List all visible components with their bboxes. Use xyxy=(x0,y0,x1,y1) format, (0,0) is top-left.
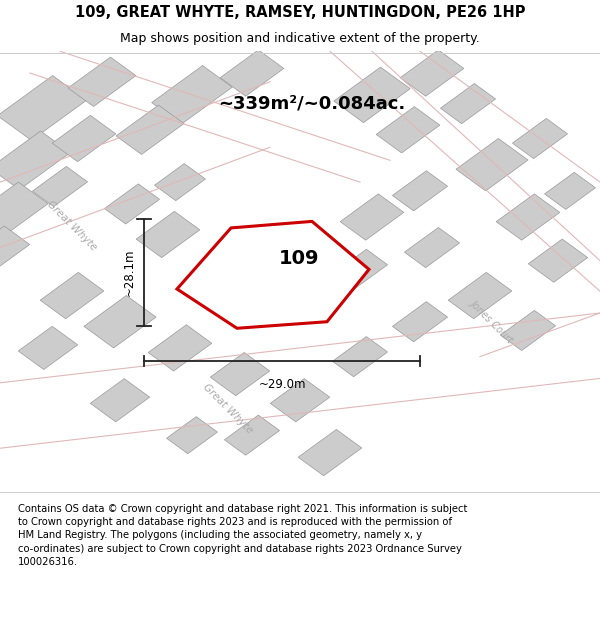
Polygon shape xyxy=(0,0,600,394)
Polygon shape xyxy=(448,272,512,319)
Polygon shape xyxy=(271,379,329,422)
Text: ~339m²/~0.084ac.: ~339m²/~0.084ac. xyxy=(218,94,406,112)
Polygon shape xyxy=(496,194,560,240)
Text: ~29.0m: ~29.0m xyxy=(258,378,306,391)
Polygon shape xyxy=(0,76,86,141)
Text: 109: 109 xyxy=(279,249,320,268)
Text: Jones Court: Jones Court xyxy=(469,298,515,345)
Polygon shape xyxy=(91,379,149,422)
Polygon shape xyxy=(155,164,205,201)
Polygon shape xyxy=(116,105,184,154)
Text: Great Whyte: Great Whyte xyxy=(45,199,99,252)
Polygon shape xyxy=(404,228,460,268)
Text: Map shows position and indicative extent of the property.: Map shows position and indicative extent… xyxy=(120,32,480,45)
Polygon shape xyxy=(167,417,217,454)
Polygon shape xyxy=(32,166,88,206)
Polygon shape xyxy=(529,239,587,282)
Polygon shape xyxy=(40,272,104,319)
Polygon shape xyxy=(298,429,362,476)
Polygon shape xyxy=(512,119,568,159)
Polygon shape xyxy=(332,337,388,377)
Polygon shape xyxy=(0,131,70,189)
Text: Contains OS data © Crown copyright and database right 2021. This information is : Contains OS data © Crown copyright and d… xyxy=(18,504,467,567)
Text: Great Whyte: Great Whyte xyxy=(201,382,255,436)
Text: ~28.1m: ~28.1m xyxy=(122,249,136,296)
Polygon shape xyxy=(84,296,156,348)
Polygon shape xyxy=(0,182,48,234)
Polygon shape xyxy=(500,311,556,351)
Polygon shape xyxy=(211,352,269,396)
Polygon shape xyxy=(170,22,600,516)
Polygon shape xyxy=(0,162,600,625)
Polygon shape xyxy=(148,325,212,371)
Polygon shape xyxy=(376,107,440,153)
Polygon shape xyxy=(68,57,136,106)
Polygon shape xyxy=(152,66,232,124)
Text: 109, GREAT WHYTE, RAMSEY, HUNTINGDON, PE26 1HP: 109, GREAT WHYTE, RAMSEY, HUNTINGDON, PE… xyxy=(75,5,525,20)
Polygon shape xyxy=(334,67,410,122)
Polygon shape xyxy=(392,302,448,342)
Polygon shape xyxy=(177,221,369,328)
Polygon shape xyxy=(0,226,29,269)
Polygon shape xyxy=(104,184,160,224)
Polygon shape xyxy=(400,50,464,96)
Polygon shape xyxy=(440,84,496,124)
Polygon shape xyxy=(392,171,448,211)
Polygon shape xyxy=(340,194,404,240)
Polygon shape xyxy=(220,50,284,96)
Polygon shape xyxy=(224,415,280,455)
Polygon shape xyxy=(0,22,430,516)
Polygon shape xyxy=(19,326,77,369)
Polygon shape xyxy=(545,173,595,209)
Polygon shape xyxy=(136,211,200,258)
Polygon shape xyxy=(52,116,116,162)
Polygon shape xyxy=(332,249,388,289)
Polygon shape xyxy=(456,139,528,191)
